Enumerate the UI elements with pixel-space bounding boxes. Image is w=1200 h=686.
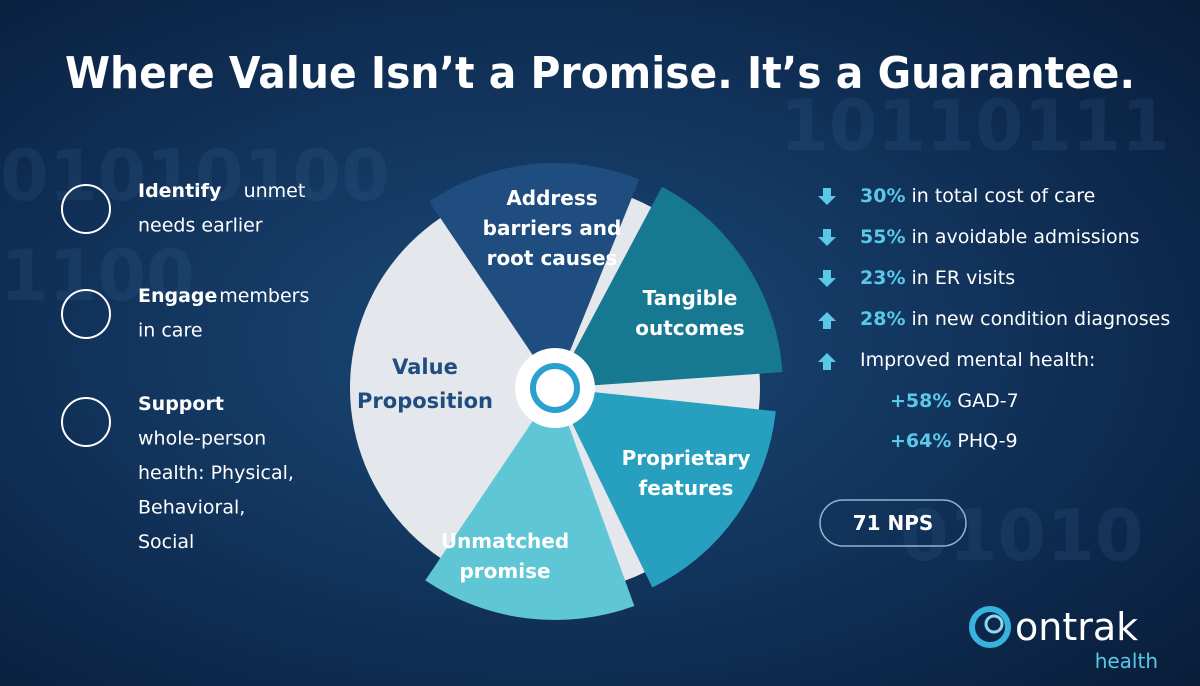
- item-text: Behavioral,: [138, 497, 245, 519]
- nps: 71 NPS: [853, 511, 934, 535]
- sub-stat-value: +58%: [890, 390, 951, 412]
- logo-tagline: health: [1095, 649, 1158, 673]
- item-text: Social: [138, 531, 194, 553]
- item-text: health: Physical,: [138, 462, 294, 484]
- stat-text: in total cost of care: [911, 185, 1095, 207]
- binary-decor: 01010100 10110111 1100 01010: [0, 85, 1170, 577]
- sub-stat: +58% GAD-7: [890, 390, 1019, 412]
- segment-label: Proprietary: [622, 446, 751, 470]
- wheel-segment: [429, 163, 640, 388]
- center-label: Proposition: [357, 389, 493, 413]
- sub-stat: +64% PHQ-9: [890, 430, 1018, 452]
- stats: 30% in total cost of care 55% in avoidable …: [818, 185, 1170, 452]
- arrow-up: [818, 353, 836, 370]
- item-bold: Identify: [138, 180, 222, 202]
- icon: [61, 289, 111, 339]
- arrow-up: [818, 312, 836, 329]
- arrow-down: [818, 188, 836, 205]
- logo-mark-inner: [984, 614, 1004, 634]
- item-text: needs earlier: [138, 215, 263, 237]
- arrow-down: [818, 229, 836, 246]
- svg-text:1100: 1100: [0, 235, 195, 317]
- stat-text: in new condition diagnoses: [911, 308, 1170, 330]
- stat: 28% in new condition diagnoses: [860, 308, 1170, 330]
- wheel: Address barriers and root causes Tangible ou…: [350, 163, 783, 620]
- stat: 30% in total cost of care: [860, 185, 1095, 207]
- left-list: Identify unmet needs earlier Engage members i…: [61, 180, 309, 553]
- segment-label: features: [639, 476, 734, 500]
- sub-stat-text: PHQ-9: [957, 430, 1017, 452]
- sub-stat-text: GAD-7: [957, 390, 1018, 412]
- segment-label: root causes: [487, 246, 618, 270]
- segment-label: barriers and: [483, 216, 622, 240]
- segment-label: Unmatched: [441, 529, 569, 553]
- title: Where Value Isn’t a Promise. It’s a Guar…: [65, 48, 1135, 99]
- logo-name: ontrak: [1015, 605, 1138, 649]
- stat-value: 23%: [860, 267, 905, 289]
- icon: [61, 397, 111, 447]
- center-label: Value: [392, 355, 458, 379]
- item-text: unmet: [244, 180, 306, 202]
- logo: ontrak health: [969, 605, 1158, 673]
- logo-mark: [969, 606, 1011, 648]
- segment-label: Address: [506, 186, 597, 210]
- item-bold: Support: [138, 393, 224, 415]
- wheel-segment: [425, 388, 635, 620]
- stat: 55% in avoidable admissions: [860, 226, 1140, 248]
- item-text: in care: [138, 320, 203, 342]
- stat-text: Improved mental health:: [860, 349, 1095, 371]
- hub-logo: [530, 363, 580, 413]
- svg-text:01010100: 01010100: [0, 135, 390, 217]
- wheel-segment: [555, 388, 776, 588]
- svg-text:01010: 01010: [900, 495, 1144, 577]
- segment-label: Tangible: [643, 286, 738, 310]
- stat-text: in ER visits: [911, 267, 1015, 289]
- item-bold: Engage: [138, 285, 217, 307]
- arrow-down: [818, 270, 836, 287]
- nps-pill: [819, 499, 967, 547]
- stat-value: 28%: [860, 308, 905, 330]
- sub-stat-value: +64%: [890, 430, 951, 452]
- wheel-segment: [555, 186, 783, 388]
- stat: Improved mental health:: [860, 349, 1095, 371]
- svg-text:10110111: 10110111: [780, 85, 1170, 167]
- stat-value: 55%: [860, 226, 905, 248]
- stat: 23% in ER visits: [860, 267, 1015, 289]
- segment-label: promise: [459, 559, 550, 583]
- icon: [61, 184, 111, 234]
- stat-value: 30%: [860, 185, 905, 207]
- stat-text: in avoidable admissions: [911, 226, 1139, 248]
- item-text: members: [219, 285, 309, 307]
- segment-label: outcomes: [635, 316, 744, 340]
- item-text: whole-person: [138, 428, 266, 450]
- hub: [515, 348, 595, 428]
